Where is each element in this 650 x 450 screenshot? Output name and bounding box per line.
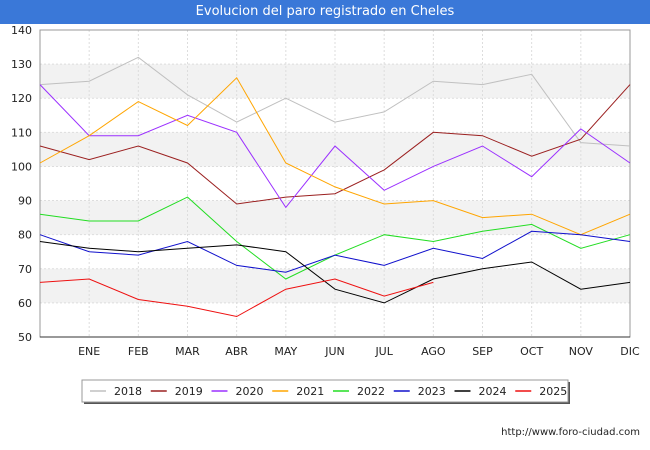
legend-box (81, 379, 569, 403)
legend-label-2018: 2018 (114, 385, 142, 398)
y-tick-label: 140 (11, 24, 32, 37)
series-lines (39, 56, 631, 318)
y-tick-label: 120 (11, 92, 32, 105)
y-tick-label: 50 (18, 331, 32, 344)
y-tick-label: 60 (18, 297, 32, 310)
x-axis-ticks: ENE FEB MAR ABR MAY JUN JUL AGO SEP OCT NOV DIC (78, 345, 640, 358)
series-line-2023 (39, 230, 631, 273)
legend-label-2020: 2020 (236, 385, 264, 398)
x-tick-label: NOV (569, 345, 594, 358)
legend-label-2024: 2024 (479, 385, 507, 398)
plot-band (40, 268, 630, 303)
legend-label-2025: 2025 (539, 385, 567, 398)
x-tick-label: JUL (374, 345, 393, 358)
axes (39, 29, 631, 338)
x-tick-label: SEP (472, 345, 493, 358)
x-tick-label: JUN (324, 345, 345, 358)
series-line-2024 (39, 241, 631, 304)
chart-title: Evolucion del paro registrado en Cheles (0, 0, 650, 24)
series-line-2019 (39, 84, 631, 205)
x-tick-label: MAR (175, 345, 200, 358)
legend-label-2019: 2019 (175, 385, 203, 398)
x-tick-label: MAY (274, 345, 297, 358)
y-tick-label: 70 (18, 263, 32, 276)
x-tick-label: OCT (520, 345, 543, 358)
legend: 2018 2019 2020 2021 2022 2023 2024 2025 (81, 379, 570, 404)
plot-band (40, 64, 630, 99)
x-tick-label: FEB (128, 345, 149, 358)
y-tick-label: 90 (18, 195, 32, 208)
y-axis-ticks: 50 60 70 80 90 100 110 120 130 140 (11, 24, 32, 344)
series-line-2020 (39, 84, 631, 209)
plot-band (40, 132, 630, 167)
series-line-2025 (39, 278, 434, 318)
y-tick-label: 130 (11, 58, 32, 71)
legend-label-2023: 2023 (418, 385, 446, 398)
legend-label-2021: 2021 (296, 385, 324, 398)
y-tick-label: 110 (11, 126, 32, 139)
series-line-2021 (39, 76, 631, 236)
source-credit: http://www.foro-ciudad.com (501, 427, 640, 438)
x-tick-label: DIC (620, 345, 640, 358)
y-tick-label: 80 (18, 229, 32, 242)
x-tick-label: ABR (225, 345, 248, 358)
x-tick-label: AGO (421, 345, 446, 358)
y-tick-label: 100 (11, 160, 32, 173)
series-line-2018 (39, 56, 631, 147)
legend-label-2022: 2022 (357, 385, 385, 398)
x-tick-label: ENE (78, 345, 100, 358)
